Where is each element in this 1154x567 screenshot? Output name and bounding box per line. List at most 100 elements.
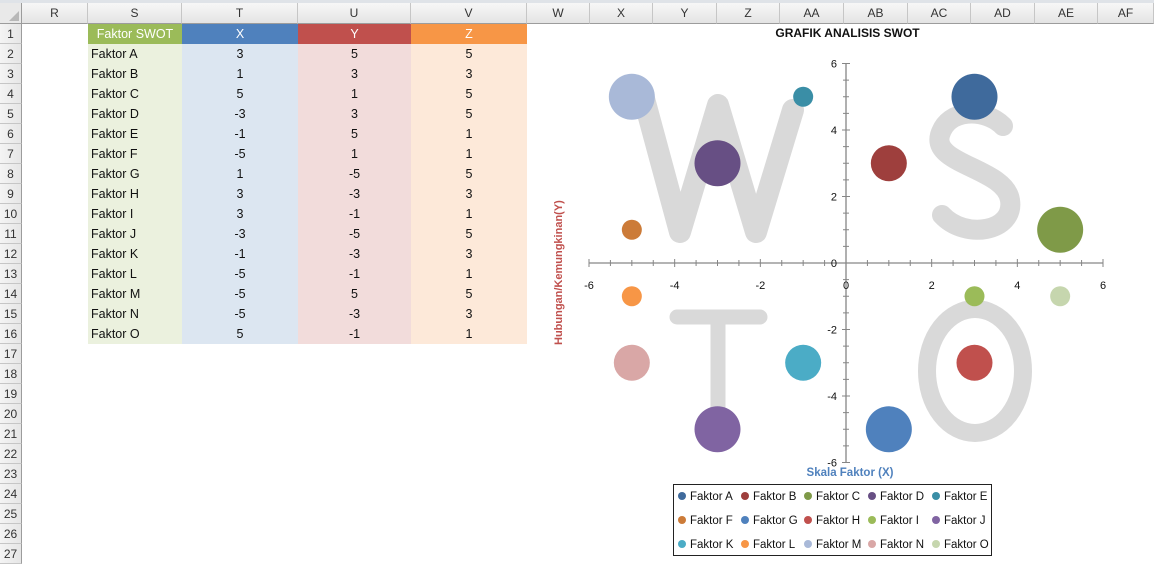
row-header-1[interactable]: 1 bbox=[0, 24, 22, 44]
table-cell-value[interactable]: 5 bbox=[411, 44, 527, 64]
table-cell-value[interactable]: 3 bbox=[298, 64, 411, 84]
table-cell-value[interactable]: 3 bbox=[411, 184, 527, 204]
legend-item-faktor-n[interactable]: Faktor N bbox=[868, 538, 924, 552]
table-cell-factor-name[interactable]: Faktor O bbox=[88, 324, 182, 344]
row-header-8[interactable]: 8 bbox=[0, 164, 22, 184]
table-cell-value[interactable]: -1 bbox=[182, 244, 298, 264]
table-cell-factor-name[interactable]: Faktor A bbox=[88, 44, 182, 64]
table-cell-value[interactable]: -5 bbox=[182, 144, 298, 164]
table-cell-value[interactable]: 3 bbox=[411, 64, 527, 84]
table-cell-value[interactable]: 3 bbox=[298, 104, 411, 124]
column-header-y[interactable]: Y bbox=[653, 3, 717, 24]
row-header-27[interactable]: 27 bbox=[0, 544, 22, 564]
table-cell-factor-name[interactable]: Faktor E bbox=[88, 124, 182, 144]
column-header-aa[interactable]: AA bbox=[780, 3, 844, 24]
row-header-17[interactable]: 17 bbox=[0, 344, 22, 364]
table-cell-value[interactable]: 3 bbox=[411, 304, 527, 324]
row-header-15[interactable]: 15 bbox=[0, 304, 22, 324]
table-header-faktor-swot[interactable]: Faktor SWOT bbox=[88, 24, 182, 44]
row-header-11[interactable]: 11 bbox=[0, 224, 22, 244]
table-cell-value[interactable]: -5 bbox=[182, 264, 298, 284]
row-header-10[interactable]: 10 bbox=[0, 204, 22, 224]
table-cell-value[interactable]: -5 bbox=[298, 224, 411, 244]
row-header-16[interactable]: 16 bbox=[0, 324, 22, 344]
row-header-7[interactable]: 7 bbox=[0, 144, 22, 164]
column-header-x[interactable]: X bbox=[590, 3, 653, 24]
column-header-ae[interactable]: AE bbox=[1035, 3, 1098, 24]
legend-item-faktor-o[interactable]: Faktor O bbox=[932, 538, 989, 552]
table-cell-value[interactable]: 1 bbox=[182, 164, 298, 184]
table-cell-value[interactable]: 5 bbox=[182, 324, 298, 344]
row-header-6[interactable]: 6 bbox=[0, 124, 22, 144]
table-cell-factor-name[interactable]: Faktor B bbox=[88, 64, 182, 84]
row-header-14[interactable]: 14 bbox=[0, 284, 22, 304]
column-header-ac[interactable]: AC bbox=[908, 3, 971, 24]
table-cell-value[interactable]: 1 bbox=[411, 264, 527, 284]
bubble-faktor-l[interactable] bbox=[621, 286, 642, 307]
row-header-26[interactable]: 26 bbox=[0, 524, 22, 544]
table-cell-value[interactable]: -1 bbox=[298, 264, 411, 284]
table-cell-factor-name[interactable]: Faktor D bbox=[88, 104, 182, 124]
legend-item-faktor-k[interactable]: Faktor K bbox=[678, 538, 733, 552]
table-cell-value[interactable]: 5 bbox=[411, 164, 527, 184]
bubble-faktor-d[interactable] bbox=[694, 140, 741, 187]
bubble-faktor-f[interactable] bbox=[621, 219, 642, 240]
chart-legend[interactable]: Faktor A Faktor B Faktor C Faktor D Faktor E… bbox=[673, 484, 992, 556]
legend-item-faktor-d[interactable]: Faktor D bbox=[868, 490, 924, 504]
table-cell-value[interactable]: 1 bbox=[411, 144, 527, 164]
table-cell-value[interactable]: 3 bbox=[182, 184, 298, 204]
row-header-23[interactable]: 23 bbox=[0, 464, 22, 484]
legend-item-faktor-e[interactable]: Faktor E bbox=[932, 490, 987, 504]
table-cell-value[interactable]: -3 bbox=[182, 104, 298, 124]
row-header-18[interactable]: 18 bbox=[0, 364, 22, 384]
table-cell-factor-name[interactable]: Faktor F bbox=[88, 144, 182, 164]
bubble-faktor-c[interactable] bbox=[1037, 206, 1084, 253]
table-cell-value[interactable]: 5 bbox=[411, 84, 527, 104]
column-header-s[interactable]: S bbox=[88, 3, 182, 24]
bubble-faktor-i[interactable] bbox=[964, 286, 985, 307]
column-header-ad[interactable]: AD bbox=[971, 3, 1035, 24]
bubble-faktor-n[interactable] bbox=[613, 344, 650, 381]
table-cell-value[interactable]: -3 bbox=[182, 224, 298, 244]
table-cell-factor-name[interactable]: Faktor K bbox=[88, 244, 182, 264]
column-header-t[interactable]: T bbox=[182, 3, 298, 24]
bubble-faktor-h[interactable] bbox=[956, 344, 993, 381]
column-header-w[interactable]: W bbox=[527, 3, 590, 24]
row-header-19[interactable]: 19 bbox=[0, 384, 22, 404]
row-header-13[interactable]: 13 bbox=[0, 264, 22, 284]
table-cell-value[interactable]: 1 bbox=[411, 124, 527, 144]
table-cell-value[interactable]: 1 bbox=[411, 204, 527, 224]
table-cell-value[interactable]: 3 bbox=[182, 204, 298, 224]
row-header-2[interactable]: 2 bbox=[0, 44, 22, 64]
column-header-u[interactable]: U bbox=[298, 3, 411, 24]
row-header-24[interactable]: 24 bbox=[0, 484, 22, 504]
table-cell-value[interactable]: 1 bbox=[298, 144, 411, 164]
table-cell-value[interactable]: -5 bbox=[182, 304, 298, 324]
table-cell-value[interactable]: 5 bbox=[298, 124, 411, 144]
bubble-faktor-m[interactable] bbox=[608, 73, 655, 120]
row-header-21[interactable]: 21 bbox=[0, 424, 22, 444]
table-cell-value[interactable]: -3 bbox=[298, 184, 411, 204]
legend-item-faktor-h[interactable]: Faktor H bbox=[804, 514, 860, 528]
table-cell-value[interactable]: -3 bbox=[298, 304, 411, 324]
table-cell-value[interactable]: 1 bbox=[298, 84, 411, 104]
row-header-3[interactable]: 3 bbox=[0, 64, 22, 84]
row-header-12[interactable]: 12 bbox=[0, 244, 22, 264]
table-header-x[interactable]: X bbox=[182, 24, 298, 44]
legend-item-faktor-j[interactable]: Faktor J bbox=[932, 514, 986, 528]
table-cell-value[interactable]: 3 bbox=[182, 44, 298, 64]
column-header-ab[interactable]: AB bbox=[844, 3, 908, 24]
table-cell-value[interactable]: -3 bbox=[298, 244, 411, 264]
table-cell-factor-name[interactable]: Faktor I bbox=[88, 204, 182, 224]
table-cell-value[interactable]: -1 bbox=[298, 324, 411, 344]
table-cell-value[interactable]: 1 bbox=[182, 64, 298, 84]
table-cell-value[interactable]: 1 bbox=[411, 324, 527, 344]
table-cell-factor-name[interactable]: Faktor M bbox=[88, 284, 182, 304]
row-header-22[interactable]: 22 bbox=[0, 444, 22, 464]
bubble-faktor-j[interactable] bbox=[694, 406, 741, 453]
table-cell-value[interactable]: 5 bbox=[411, 224, 527, 244]
table-cell-factor-name[interactable]: Faktor L bbox=[88, 264, 182, 284]
select-all-corner[interactable] bbox=[0, 3, 22, 24]
legend-item-faktor-g[interactable]: Faktor G bbox=[741, 514, 798, 528]
row-header-20[interactable]: 20 bbox=[0, 404, 22, 424]
